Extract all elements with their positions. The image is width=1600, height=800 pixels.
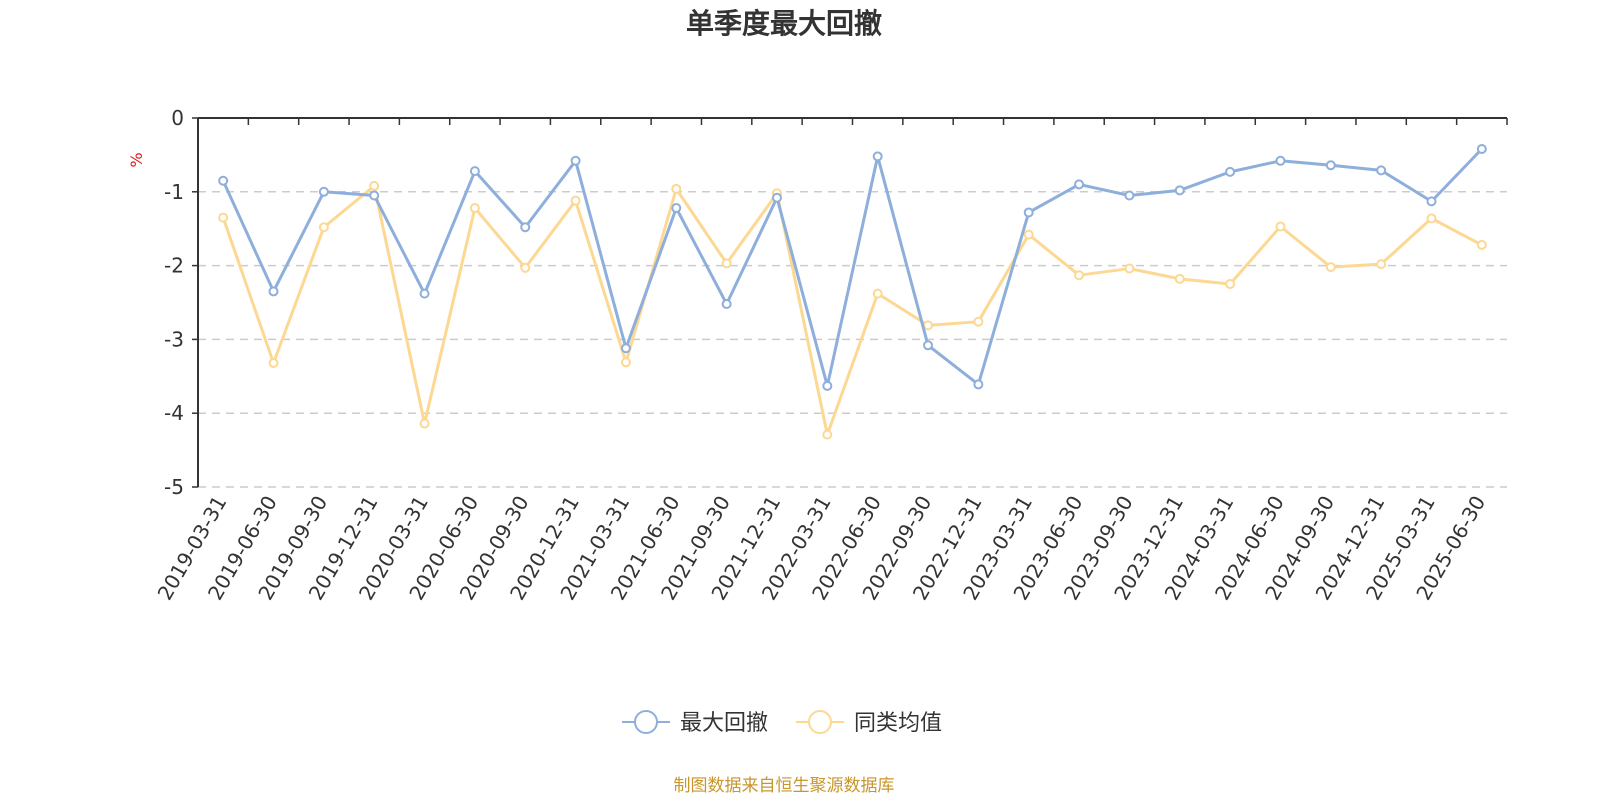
data-point (369, 180, 380, 191)
data-point (1275, 221, 1286, 232)
axes (197, 117, 1507, 487)
legend-marker (634, 710, 658, 734)
data-point (1476, 239, 1487, 250)
data-point (520, 262, 531, 273)
data-point (218, 212, 229, 223)
legend-item[interactable]: 最大回撤 (622, 710, 768, 736)
data-point (671, 203, 682, 214)
data-point (1225, 166, 1236, 177)
legend[interactable]: 最大回撤 同类均值 (622, 710, 942, 736)
y-tick-label: -3 (164, 327, 184, 351)
series-line (221, 147, 1483, 388)
data-point (1174, 185, 1185, 196)
data-point (369, 190, 380, 201)
data-point (1426, 213, 1437, 224)
data-point (1325, 160, 1336, 171)
data-point (218, 175, 229, 186)
data-point (923, 320, 934, 331)
y-tick-label: -4 (164, 401, 184, 425)
data-point (872, 151, 883, 162)
data-point (570, 195, 581, 206)
data-point (1074, 179, 1085, 190)
legend-item[interactable]: 同类均值 (796, 710, 942, 736)
data-point (1225, 279, 1236, 290)
data-point (1023, 229, 1034, 240)
chart-title: 单季度最大回撤 (686, 7, 882, 40)
data-point (1023, 207, 1034, 218)
legend-label: 最大回撤 (680, 711, 768, 736)
data-point (1124, 263, 1135, 274)
data-point (1275, 155, 1286, 166)
data-point (771, 192, 782, 203)
data-point (671, 183, 682, 194)
y-tick-label: -1 (164, 180, 184, 204)
data-point (1376, 259, 1387, 270)
y-axis-ticks: 0 -1 -2 -3 -4 -5 (164, 106, 198, 499)
series-line (221, 184, 1483, 437)
data-point (822, 380, 833, 391)
data-point (1476, 143, 1487, 154)
data-point (973, 379, 984, 390)
data-point (721, 298, 732, 309)
series-layer (218, 143, 1487, 440)
data-point (419, 418, 430, 429)
data-point (469, 203, 480, 214)
data-point (318, 186, 329, 197)
data-point (1376, 165, 1387, 176)
data-point (268, 286, 279, 297)
data-point (872, 288, 883, 299)
data-point (620, 357, 631, 368)
data-point (520, 222, 531, 233)
y-tick-label: 0 (171, 106, 184, 130)
data-point (469, 166, 480, 177)
data-point (419, 288, 430, 299)
data-point (1174, 273, 1185, 284)
y-axis-unit: % (127, 152, 146, 167)
data-point (318, 222, 329, 233)
y-tick-label: -2 (164, 254, 184, 278)
legend-label: 同类均值 (854, 711, 942, 736)
data-point (721, 258, 732, 269)
data-point (620, 343, 631, 354)
legend-marker (808, 710, 832, 734)
data-point (1124, 190, 1135, 201)
data-point (570, 155, 581, 166)
x-axis-ticks: 2019-03-312019-06-302019-09-302019-12-31… (153, 118, 1508, 604)
data-source-note: 制图数据来自恒生聚源数据库 (674, 776, 895, 796)
data-point (822, 429, 833, 440)
data-point (923, 340, 934, 351)
data-point (1426, 196, 1437, 207)
y-tick-label: -5 (164, 475, 184, 499)
data-point (973, 316, 984, 327)
data-point (268, 358, 279, 369)
data-point (1325, 262, 1336, 273)
data-point (1074, 270, 1085, 281)
